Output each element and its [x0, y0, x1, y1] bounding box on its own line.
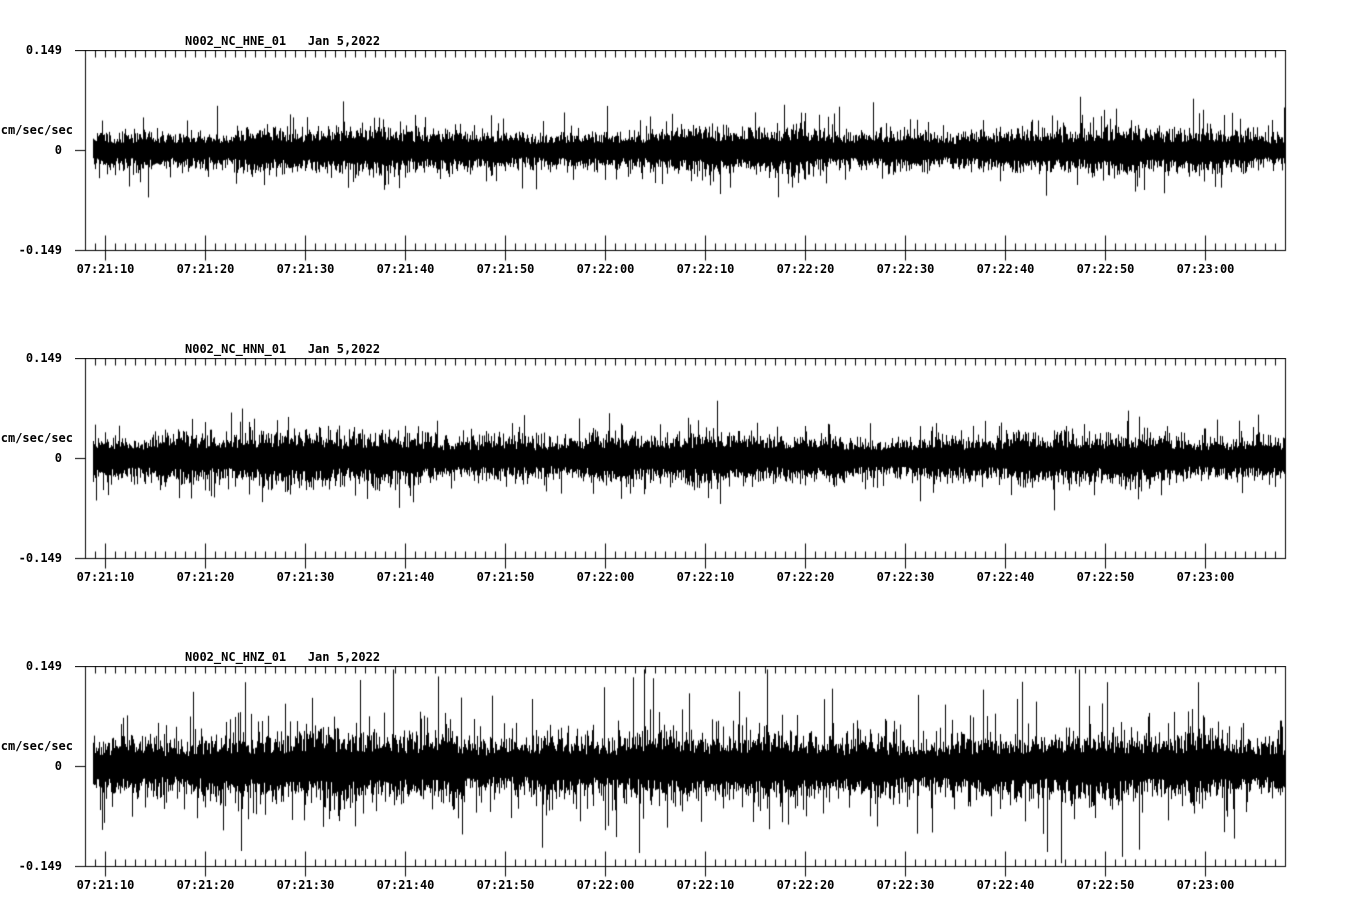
x-tick-label: 07:21:40: [376, 570, 435, 584]
x-tick-label: 07:21:20: [176, 262, 235, 276]
x-tick-label: 07:22:20: [776, 570, 835, 584]
x-tick-label: 07:21:50: [476, 570, 535, 584]
x-tick-label: 07:22:30: [876, 878, 935, 892]
x-tick-label: 07:21:30: [276, 878, 335, 892]
x-tick-label: 07:21:20: [176, 878, 235, 892]
seismogram-canvas-hnn: [75, 358, 1287, 574]
x-tick-label: 07:21:30: [276, 570, 335, 584]
x-tick-label: 07:22:50: [1076, 262, 1135, 276]
x-tick-label: 07:21:40: [376, 262, 435, 276]
x-tick-label: 07:22:00: [576, 878, 635, 892]
x-tick-label: 07:22:10: [676, 262, 735, 276]
plot-title: N002_NC_HNN_01 Jan 5,2022: [185, 342, 381, 356]
plot-title: N002_NC_HNE_01 Jan 5,2022: [185, 34, 381, 48]
seismogram-panel-hne: N002_NC_HNE_01 Jan 5,2022 0.149 cm/sec/s…: [0, 0, 1358, 308]
y-tick-label-max: 0.149: [25, 351, 62, 365]
seismogram-canvas-hnz: [75, 666, 1287, 882]
x-tick-label: 07:21:50: [476, 262, 535, 276]
x-tick-label: 07:21:30: [276, 262, 335, 276]
y-tick-label-max: 0.149: [25, 43, 62, 57]
seismogram-panel-hnn: N002_NC_HNN_01 Jan 5,2022 0.149 cm/sec/s…: [0, 308, 1358, 616]
x-tick-label: 07:21:10: [76, 262, 135, 276]
x-tick-label: 07:23:00: [1176, 570, 1235, 584]
x-tick-label: 07:22:30: [876, 570, 935, 584]
x-tick-label: 07:22:00: [576, 262, 635, 276]
x-tick-label: 07:21:40: [376, 878, 435, 892]
x-tick-label: 07:21:20: [176, 570, 235, 584]
x-tick-label: 07:22:20: [776, 262, 835, 276]
y-axis-unit-label: cm/sec/sec: [0, 123, 73, 137]
x-tick-label: 07:22:10: [676, 570, 735, 584]
x-tick-label: 07:23:00: [1176, 878, 1235, 892]
y-tick-label-zero: 0: [54, 143, 62, 157]
x-tick-label: 07:22:10: [676, 878, 735, 892]
y-tick-label-max: 0.149: [25, 659, 62, 673]
y-axis-unit-label: cm/sec/sec: [0, 431, 73, 445]
x-tick-label: 07:21:10: [76, 570, 135, 584]
y-axis-unit-label: cm/sec/sec: [0, 739, 73, 753]
plot-title: N002_NC_HNZ_01 Jan 5,2022: [185, 650, 381, 664]
x-tick-label: 07:22:50: [1076, 570, 1135, 584]
x-tick-label: 07:22:20: [776, 878, 835, 892]
x-tick-label: 07:22:30: [876, 262, 935, 276]
y-tick-label-min: -0.149: [18, 551, 62, 565]
x-tick-label: 07:22:40: [976, 878, 1035, 892]
y-tick-label-zero: 0: [54, 451, 62, 465]
y-tick-label-min: -0.149: [18, 859, 62, 873]
y-tick-label-min: -0.149: [18, 243, 62, 257]
x-tick-label: 07:22:00: [576, 570, 635, 584]
x-tick-label: 07:23:00: [1176, 262, 1235, 276]
x-tick-label: 07:22:50: [1076, 878, 1135, 892]
seismogram-panel-hnz: N002_NC_HNZ_01 Jan 5,2022 0.149 cm/sec/s…: [0, 616, 1358, 924]
x-tick-label: 07:21:50: [476, 878, 535, 892]
seismogram-canvas-hne: [75, 50, 1287, 266]
x-tick-label: 07:22:40: [976, 262, 1035, 276]
y-tick-label-zero: 0: [54, 759, 62, 773]
x-tick-label: 07:22:40: [976, 570, 1035, 584]
x-tick-label: 07:21:10: [76, 878, 135, 892]
